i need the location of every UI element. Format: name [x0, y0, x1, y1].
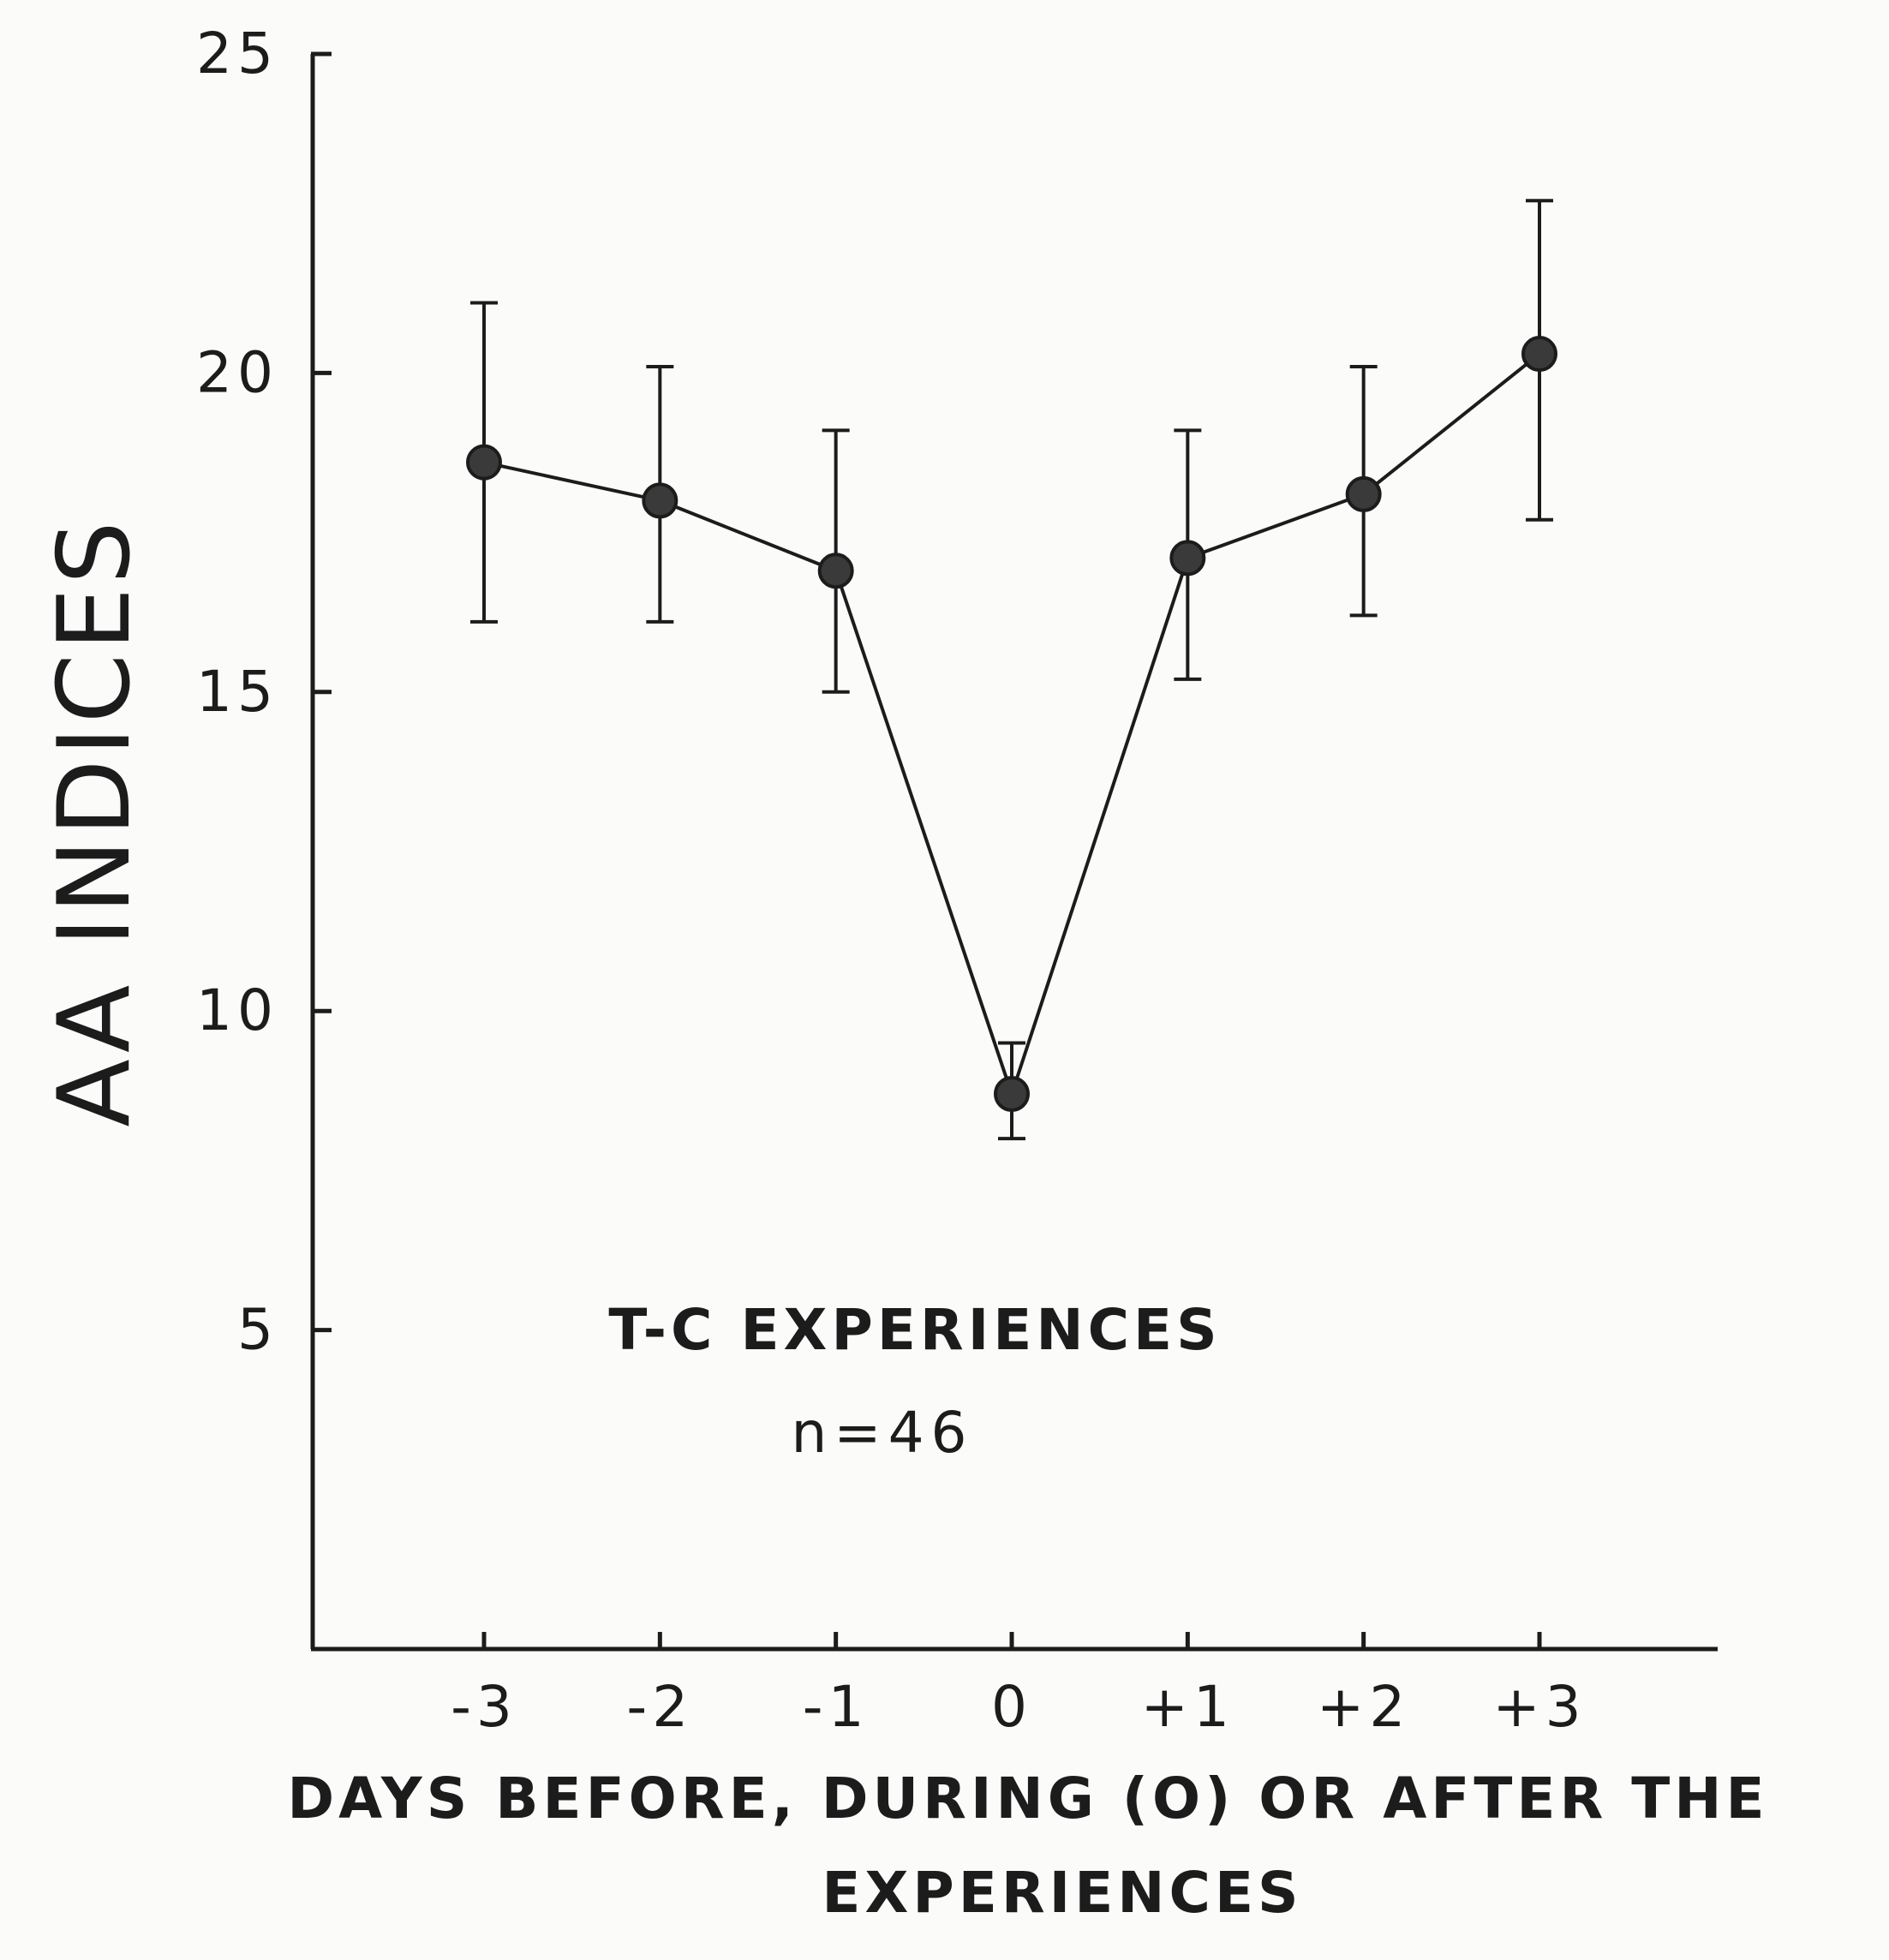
x-tick-label: +2: [1317, 1674, 1410, 1740]
x-tick-label: +3: [1492, 1674, 1586, 1740]
x-tick-label: -2: [626, 1674, 693, 1740]
y-axis-title: AA INDICES: [37, 517, 152, 1126]
data-point: [1345, 475, 1382, 512]
data-point: [1521, 336, 1557, 373]
y-tick-label: 10: [196, 977, 278, 1043]
x-tick-label: 0: [991, 1674, 1032, 1740]
x-axis-title-line-2: EXPERIENCES: [822, 1860, 1302, 1926]
series-line: [483, 352, 1541, 1097]
data-point: [817, 553, 854, 589]
x-axis-title-line-1: DAYS BEFORE, DURING (O) OR AFTER THE: [287, 1766, 1768, 1832]
x-ticks: -3 -2 -1 0 +1 +2 +3: [451, 1632, 1586, 1740]
y-tick-label: 25: [196, 21, 278, 87]
annotation-n: n=46: [791, 1400, 973, 1466]
data-point: [1169, 540, 1206, 577]
x-tick-label: -3: [451, 1674, 517, 1740]
y-tick-label: 15: [196, 659, 278, 725]
x-tick-label: -1: [803, 1674, 870, 1740]
axes: [310, 54, 1718, 1652]
data-point: [994, 1076, 1030, 1113]
data-point: [642, 482, 678, 519]
series: [466, 199, 1557, 1141]
y-tick-label: 5: [237, 1297, 278, 1363]
x-tick-label: +1: [1141, 1674, 1234, 1740]
y-tick-label: 20: [196, 339, 278, 405]
annotation-label: T-C EXPERIENCES: [608, 1297, 1221, 1363]
y-ticks: 5 10 15 20 25: [196, 21, 332, 1363]
data-point: [466, 444, 502, 481]
